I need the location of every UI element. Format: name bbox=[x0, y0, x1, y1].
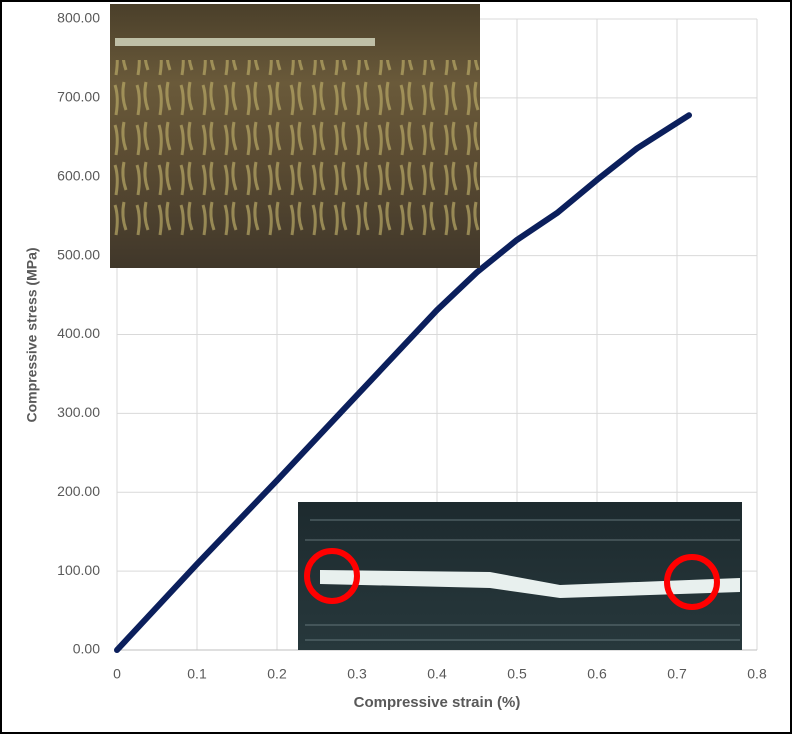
x-tick-label: 0.5 bbox=[507, 666, 527, 682]
x-tick-label: 0.2 bbox=[267, 666, 287, 682]
inset-photo-bottom bbox=[298, 502, 742, 650]
y-tick-label: 500.00 bbox=[57, 246, 100, 262]
y-axis-label: Compressive stress (MPa) bbox=[24, 247, 40, 422]
x-axis-label: Compressive strain (%) bbox=[354, 694, 521, 711]
y-tick-label: 700.00 bbox=[57, 89, 100, 105]
y-tick-label: 0.00 bbox=[73, 641, 100, 657]
y-tick-label: 800.00 bbox=[57, 10, 100, 26]
x-tick-label: 0 bbox=[113, 666, 121, 682]
y-tick-label: 600.00 bbox=[57, 167, 100, 183]
y-tick-label: 100.00 bbox=[57, 562, 100, 578]
inset-photo-top bbox=[110, 4, 480, 268]
y-tick-label: 300.00 bbox=[57, 404, 100, 420]
x-tick-label: 0.6 bbox=[587, 666, 607, 682]
x-tick-label: 0.7 bbox=[667, 666, 687, 682]
chart: 0.00 100.00 200.00 300.00 400.00 500.00 600.00… bbox=[0, 0, 792, 734]
y-tick-label: 200.00 bbox=[57, 483, 100, 499]
x-tick-label: 0.8 bbox=[747, 666, 767, 682]
y-tick-label: 400.00 bbox=[57, 325, 100, 341]
x-tick-label: 0.4 bbox=[427, 666, 447, 682]
x-tick-label: 0.3 bbox=[347, 666, 367, 682]
x-tick-label: 0.1 bbox=[187, 666, 207, 682]
